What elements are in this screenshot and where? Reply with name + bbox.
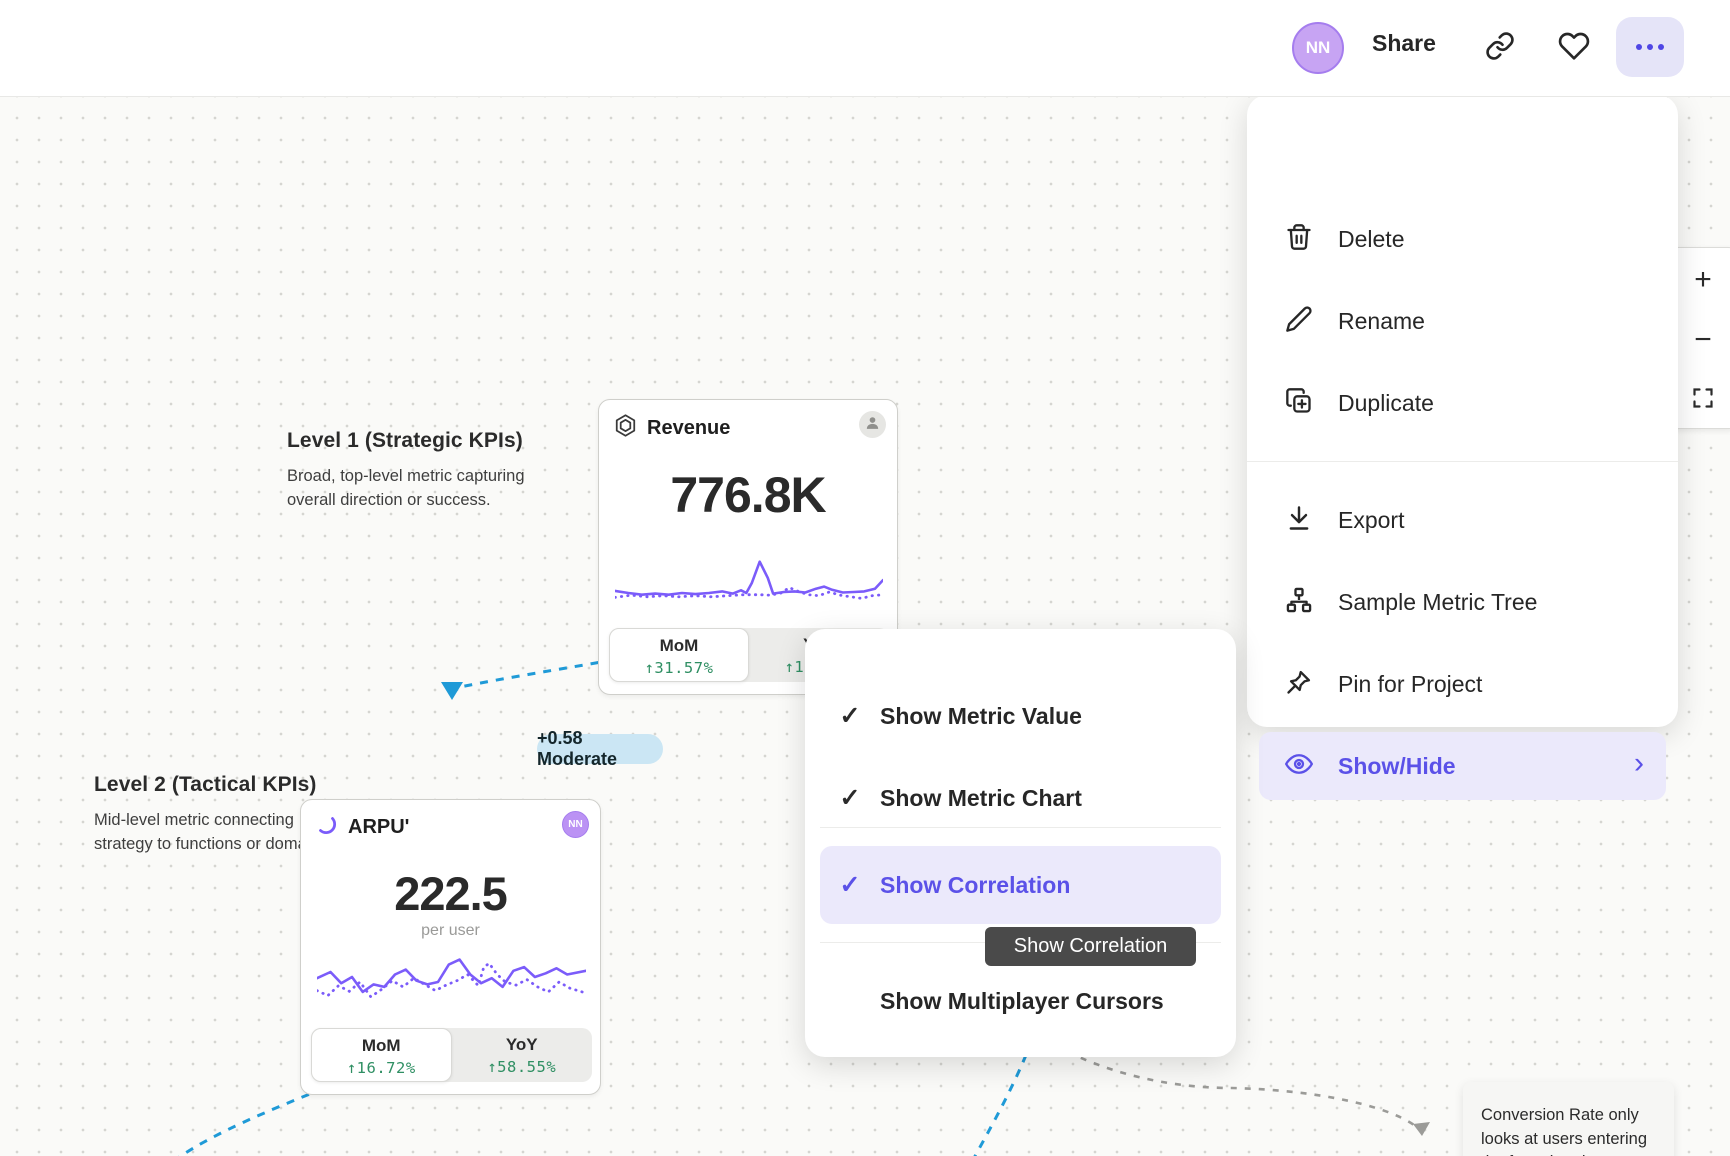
- tooltip-label: Show Correlation: [1013, 935, 1168, 957]
- download-icon: [1285, 504, 1313, 537]
- menu-item-delete[interactable]: Delete: [1259, 205, 1666, 273]
- menu-item-label: Delete: [1338, 225, 1405, 252]
- owner-avatar: [859, 411, 886, 438]
- check-icon: ✓: [839, 871, 861, 899]
- submenu-item-show-correlation[interactable]: ✓ Show Correlation: [820, 846, 1221, 924]
- submenu-item-show-metric-chart[interactable]: ✓ Show Metric Chart: [820, 763, 1221, 833]
- metric-value: 776.8K: [670, 467, 826, 523]
- metric-unit: per user: [421, 922, 480, 939]
- check-icon: ✓: [839, 702, 861, 730]
- metric-title: ARPU': [348, 816, 410, 838]
- level2-annotation: Level 2 (Tactical KPIs) Mid-level metric…: [94, 773, 354, 856]
- yoy-value: ↑58.55%: [487, 1058, 557, 1076]
- more-options-button[interactable]: [1616, 17, 1684, 77]
- ellipsis-icon: [1636, 44, 1642, 50]
- level1-annotation: Level 1 (Strategic KPIs) Broad, top-leve…: [287, 429, 547, 512]
- level2-desc-line2: strategy to functions or domains.: [94, 834, 333, 853]
- fit-view-button[interactable]: [1677, 374, 1729, 426]
- show-correlation-tooltip: Show Correlation: [985, 927, 1196, 966]
- zoom-out-button[interactable]: −: [1677, 314, 1729, 366]
- pencil-icon: [1285, 305, 1313, 338]
- plus-icon: +: [1694, 263, 1712, 296]
- yoy-label: YoY: [505, 1035, 538, 1054]
- menu-item-label: Rename: [1338, 307, 1425, 334]
- chevron-right-icon: ›: [1634, 746, 1644, 780]
- pin-icon: [1285, 668, 1313, 701]
- menu-item-label: Duplicate: [1338, 389, 1434, 416]
- hexagon-metric-icon: [613, 413, 638, 443]
- submenu-item-label: Show Correlation: [880, 871, 1071, 898]
- menu-item-sample-metric-tree[interactable]: Sample Metric Tree: [1259, 568, 1666, 636]
- user-avatar[interactable]: NN: [1292, 22, 1344, 74]
- menu-item-export[interactable]: Export: [1259, 486, 1666, 554]
- menu-divider: [1247, 461, 1678, 462]
- note-line2: looks at users entering: [1481, 1129, 1648, 1148]
- eye-icon: [1285, 750, 1313, 783]
- mom-label: MoM: [361, 1036, 401, 1055]
- tree-icon: [1285, 586, 1313, 619]
- level2-title: Level 2 (Tactical KPIs): [94, 773, 317, 796]
- level1-title: Level 1 (Strategic KPIs): [287, 429, 523, 452]
- person-icon: [864, 414, 881, 436]
- menu-item-label: Sample Metric Tree: [1338, 588, 1538, 615]
- owner-avatar: NN: [562, 811, 589, 838]
- mom-value: ↑31.57%: [644, 659, 714, 677]
- revenue-sparkline: [615, 560, 883, 600]
- favorite-button[interactable]: [1552, 26, 1596, 70]
- submenu-item-label: Show Metric Chart: [880, 784, 1082, 811]
- link-icon: [1485, 31, 1515, 66]
- submenu-item-label: Show Multiplayer Cursors: [880, 987, 1164, 1014]
- menu-item-duplicate[interactable]: Duplicate: [1259, 369, 1666, 437]
- arpu-sparkline: [317, 958, 586, 999]
- mom-label: MoM: [659, 636, 699, 655]
- correlation-badge-moderate[interactable]: +0.58 Moderate: [537, 728, 663, 769]
- heart-icon: [1558, 30, 1590, 67]
- submenu-divider: [820, 827, 1221, 828]
- note-line3: the funnel and: [1481, 1153, 1586, 1156]
- metric-card-arpu[interactable]: ARPU' NN 222.5 per user MoM ↑16.72% YoY …: [300, 799, 601, 1095]
- minus-icon: −: [1694, 323, 1712, 356]
- expand-icon: [1691, 386, 1715, 415]
- trash-icon: [1285, 223, 1313, 256]
- yoy-tab[interactable]: YoY ↑58.55%: [452, 1028, 593, 1082]
- menu-item-label: Show/Hide: [1338, 752, 1456, 779]
- level2-desc-line1: Mid-level metric connecting: [94, 811, 294, 829]
- menu-item-rename[interactable]: Rename: [1259, 287, 1666, 355]
- top-header: NN Share: [0, 0, 1730, 97]
- arc-metric-icon: [315, 813, 339, 842]
- copy-link-button[interactable]: [1478, 26, 1522, 70]
- note-line1: Conversion Rate only: [1481, 1106, 1639, 1124]
- mom-value: ↑16.72%: [346, 1059, 416, 1077]
- submenu-item-label: Show Metric Value: [880, 702, 1082, 729]
- show-hide-submenu: ✓ Show Metric Value ✓ Show Metric Chart …: [805, 629, 1236, 1057]
- context-menu: Delete Rename Duplicate: [1247, 95, 1678, 800]
- menu-item-pin-for-project[interactable]: Pin for Project: [1259, 650, 1666, 718]
- metric-value: 222.5: [394, 867, 508, 920]
- mom-tab[interactable]: MoM ↑16.72%: [311, 1028, 452, 1082]
- mom-tab[interactable]: MoM ↑31.57%: [609, 628, 749, 682]
- level1-desc-line1: Broad, top-level metric capturing: [287, 467, 525, 485]
- share-button[interactable]: Share: [1372, 30, 1436, 56]
- canvas-note[interactable]: Conversion Rate only looks at users ente…: [1463, 1082, 1674, 1156]
- menu-item-label: Export: [1338, 506, 1405, 533]
- submenu-item-show-metric-value[interactable]: ✓ Show Metric Value: [820, 681, 1221, 751]
- duplicate-icon: [1285, 387, 1313, 420]
- submenu-item-show-multiplayer-cursors[interactable]: Show Multiplayer Cursors: [820, 966, 1221, 1036]
- menu-item-show-hide[interactable]: Show/Hide ›: [1259, 732, 1666, 800]
- zoom-in-button[interactable]: +: [1677, 254, 1729, 306]
- menu-item-label: Pin for Project: [1338, 670, 1483, 697]
- level1-desc-line2: overall direction or success.: [287, 490, 491, 509]
- check-icon: ✓: [839, 784, 861, 812]
- metric-title: Revenue: [647, 416, 731, 439]
